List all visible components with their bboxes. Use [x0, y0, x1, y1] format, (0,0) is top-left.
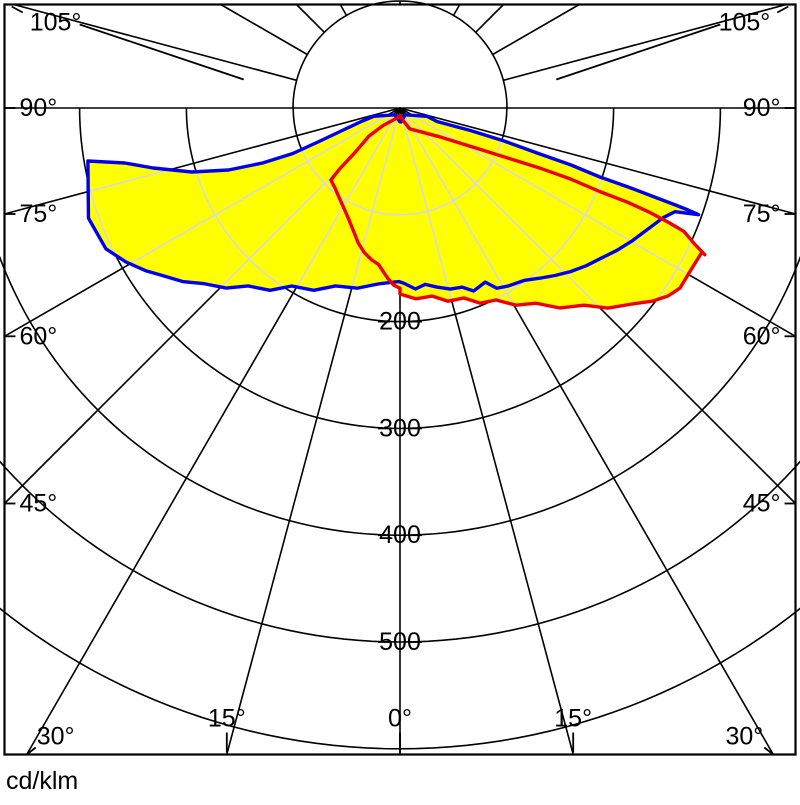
- svg-text:cd/klm: cd/klm: [6, 767, 78, 795]
- svg-text:60°: 60°: [20, 322, 58, 350]
- svg-text:200: 200: [379, 308, 421, 336]
- svg-text:90°: 90°: [20, 94, 58, 122]
- svg-text:60°: 60°: [743, 322, 781, 350]
- svg-text:500: 500: [379, 628, 421, 656]
- svg-text:105°: 105°: [719, 9, 771, 37]
- svg-text:45°: 45°: [743, 490, 781, 518]
- svg-text:30°: 30°: [725, 723, 763, 751]
- svg-text:400: 400: [379, 521, 421, 549]
- svg-text:300: 300: [379, 414, 421, 442]
- svg-text:105°: 105°: [30, 9, 82, 37]
- svg-text:75°: 75°: [743, 200, 781, 228]
- svg-text:15°: 15°: [554, 705, 592, 733]
- svg-text:0°: 0°: [388, 705, 412, 733]
- svg-text:30°: 30°: [37, 723, 75, 751]
- svg-text:90°: 90°: [743, 94, 781, 122]
- svg-text:45°: 45°: [20, 490, 58, 518]
- svg-text:75°: 75°: [20, 200, 58, 228]
- svg-text:15°: 15°: [208, 705, 246, 733]
